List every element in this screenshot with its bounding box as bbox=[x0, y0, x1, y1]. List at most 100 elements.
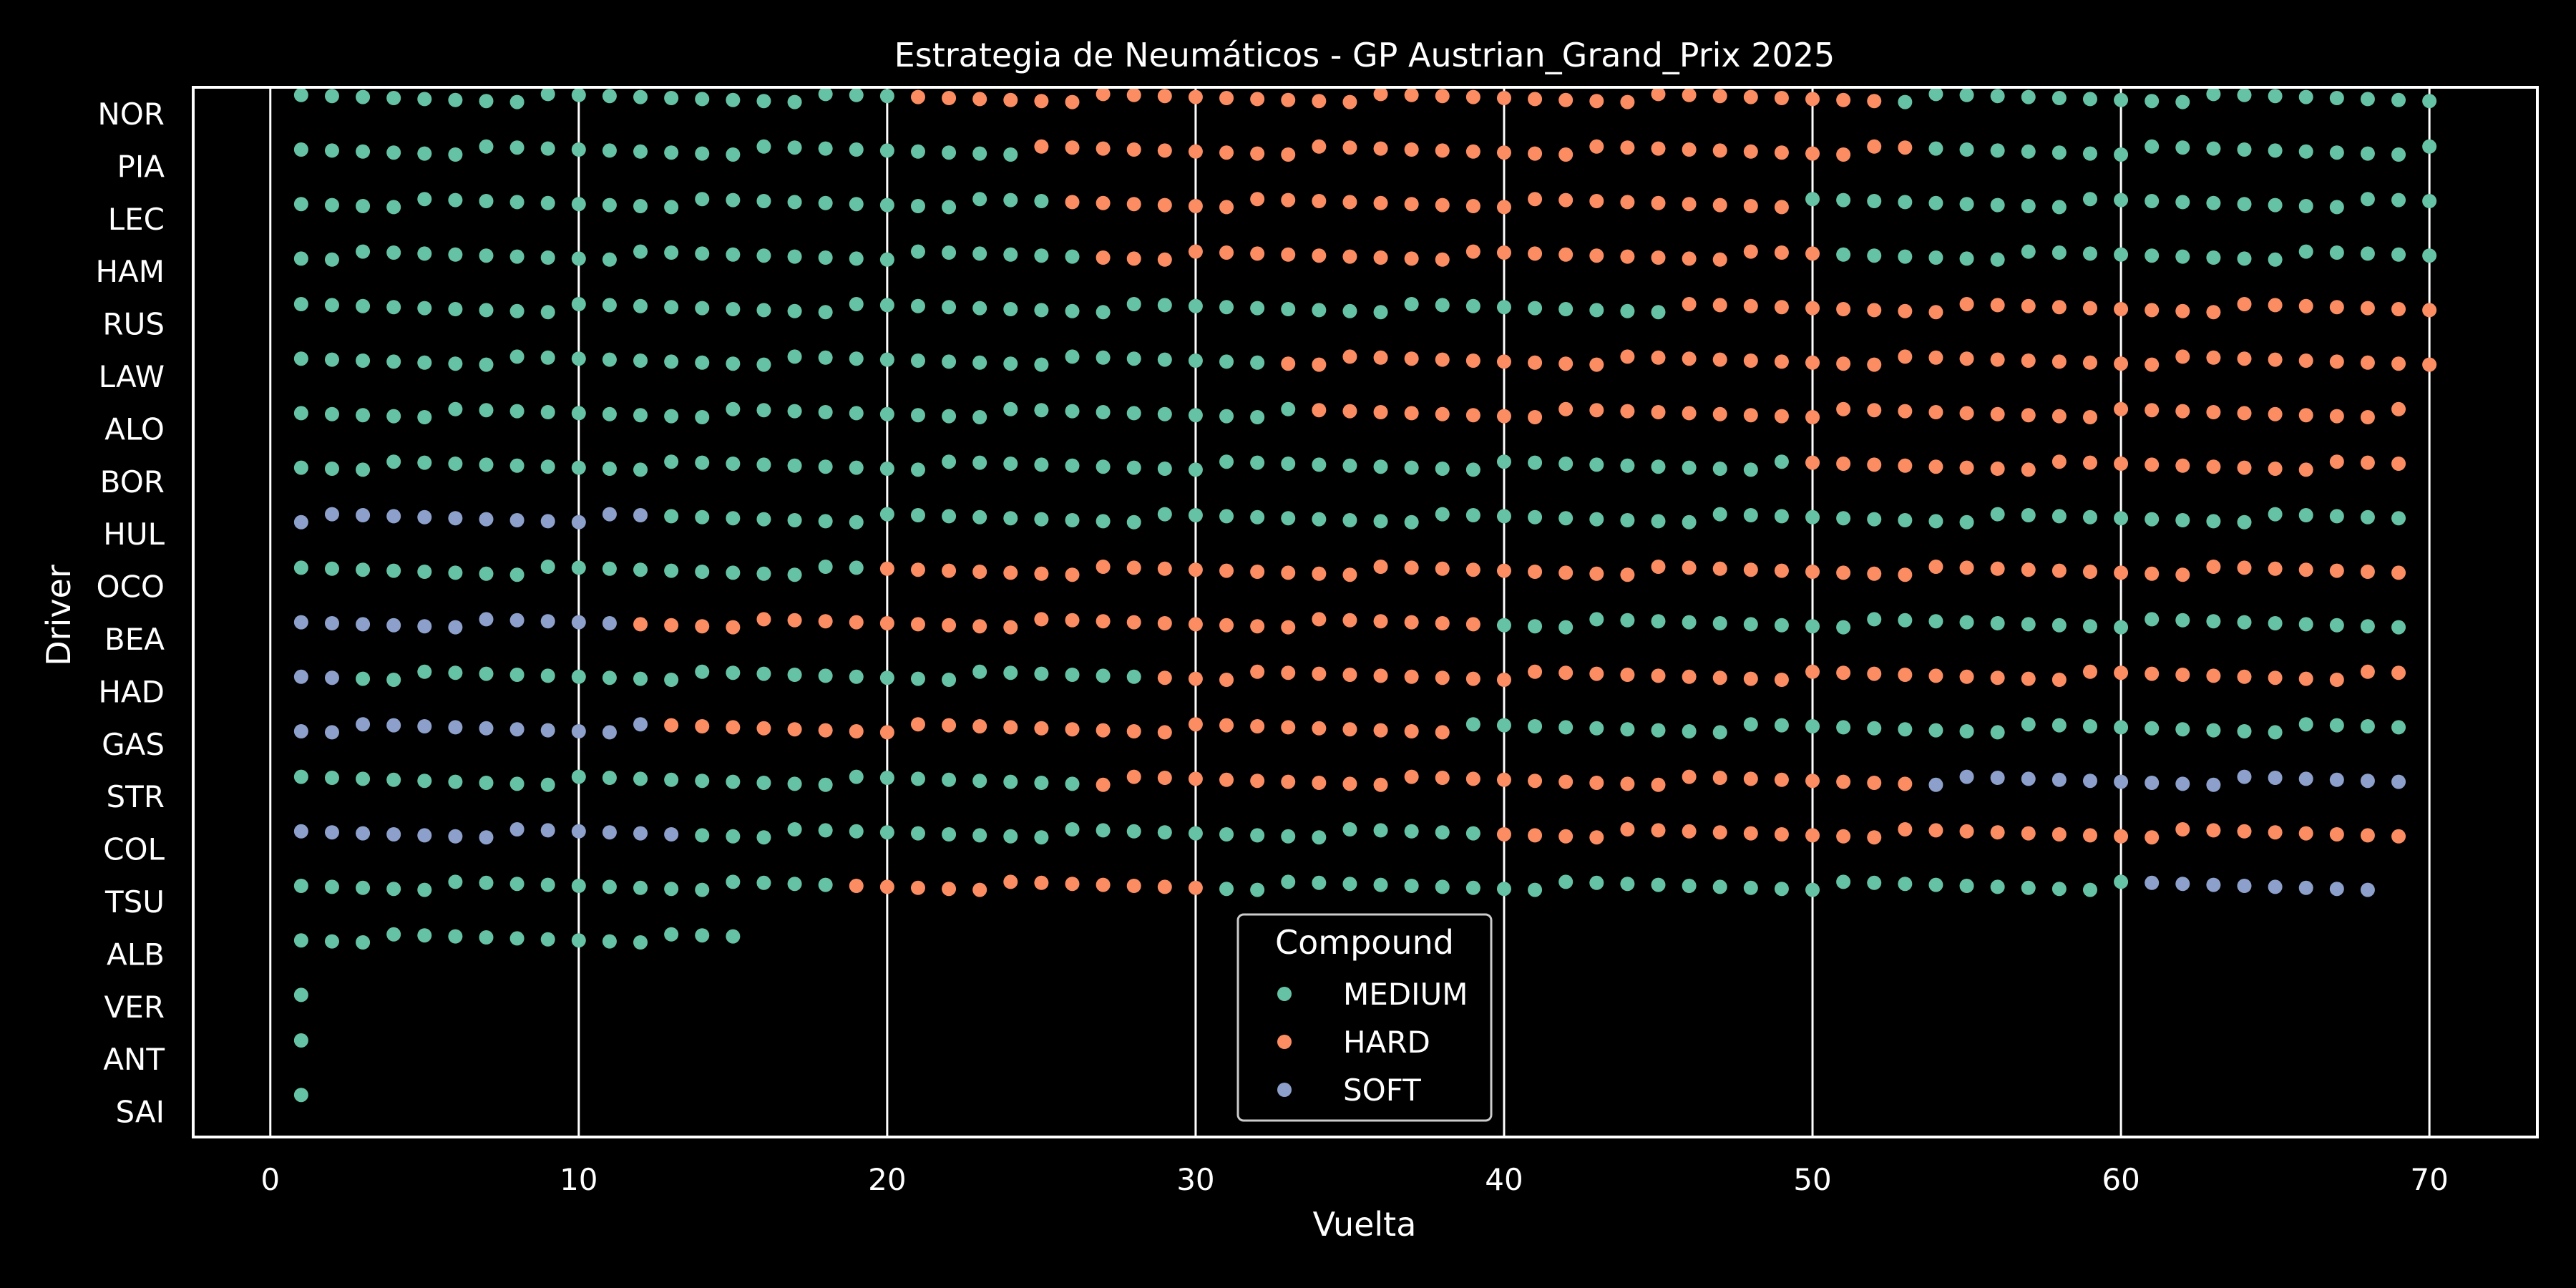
lap-point bbox=[1774, 145, 1789, 160]
lap-point bbox=[509, 613, 525, 628]
lap-point bbox=[1774, 509, 1789, 524]
lap-point bbox=[1836, 192, 1851, 208]
lap-point bbox=[1250, 455, 1265, 470]
lap-point bbox=[386, 200, 401, 215]
lap-point bbox=[1836, 511, 1851, 526]
lap-point bbox=[540, 195, 555, 210]
lap-point bbox=[1342, 458, 1357, 473]
lap-point bbox=[1990, 561, 2005, 576]
lap-point bbox=[1990, 462, 2005, 476]
lap-point bbox=[1651, 405, 1666, 419]
lap-point bbox=[293, 824, 308, 839]
lap-point bbox=[2082, 146, 2097, 161]
lap-point bbox=[1928, 560, 1943, 574]
lap-point bbox=[2268, 298, 2283, 313]
lap-point bbox=[479, 666, 494, 681]
lap-point bbox=[1743, 671, 1758, 686]
lap-point bbox=[2268, 197, 2283, 213]
x-tick-label: 70 bbox=[2410, 1162, 2448, 1197]
lap-point bbox=[356, 144, 371, 159]
lap-point bbox=[1774, 91, 1789, 105]
lap-point bbox=[633, 298, 648, 313]
data-points bbox=[293, 87, 2437, 1103]
lap-point bbox=[664, 563, 679, 578]
lap-point bbox=[324, 616, 339, 630]
lap-point bbox=[2021, 408, 2036, 423]
lap-point bbox=[448, 829, 463, 844]
lap-point bbox=[2114, 356, 2129, 371]
lap-point bbox=[1034, 566, 1049, 581]
lap-point bbox=[1528, 355, 1543, 370]
lap-point bbox=[479, 457, 494, 472]
lap-point bbox=[1867, 666, 1882, 681]
lap-point bbox=[1465, 671, 1480, 686]
lap-point bbox=[1898, 404, 1913, 419]
lap-point bbox=[386, 509, 401, 524]
lap-point bbox=[540, 350, 555, 365]
lap-point bbox=[2237, 251, 2252, 266]
lap-point bbox=[818, 350, 833, 365]
lap-point bbox=[2391, 147, 2406, 162]
lap-point bbox=[1219, 245, 1234, 260]
lap-point bbox=[2360, 774, 2375, 789]
lap-point bbox=[386, 927, 401, 942]
lap-point bbox=[324, 89, 339, 104]
lap-point bbox=[1774, 454, 1789, 469]
lap-point bbox=[1589, 457, 1604, 472]
lap-point bbox=[2175, 722, 2190, 737]
lap-point bbox=[787, 94, 802, 109]
lap-point bbox=[2145, 721, 2160, 736]
lap-point bbox=[910, 717, 925, 732]
lap-point bbox=[1959, 406, 1974, 421]
lap-point bbox=[1558, 356, 1574, 371]
lap-point bbox=[818, 723, 833, 738]
lap-point bbox=[571, 251, 586, 266]
lap-point bbox=[2329, 409, 2344, 424]
lap-point bbox=[356, 671, 371, 686]
lap-point bbox=[324, 143, 339, 158]
lap-point bbox=[1404, 406, 1419, 421]
lap-point bbox=[1743, 826, 1758, 841]
lap-point bbox=[2175, 303, 2190, 318]
lap-point bbox=[1250, 565, 1265, 579]
lap-point bbox=[1435, 89, 1450, 104]
lap-point bbox=[356, 199, 371, 213]
lap-point bbox=[1496, 145, 1511, 160]
lap-point bbox=[942, 145, 957, 160]
lap-point bbox=[2391, 401, 2406, 416]
lap-point bbox=[1435, 825, 1450, 840]
lap-point bbox=[633, 89, 648, 104]
lap-point bbox=[2175, 349, 2190, 364]
lap-point bbox=[1959, 615, 1974, 630]
lap-point bbox=[910, 562, 925, 577]
lap-point bbox=[2422, 139, 2437, 154]
lap-point bbox=[879, 89, 894, 104]
lap-point bbox=[695, 509, 710, 525]
lap-point bbox=[2298, 408, 2313, 423]
lap-point bbox=[571, 297, 586, 311]
lap-point bbox=[879, 507, 894, 522]
lap-point bbox=[942, 200, 957, 215]
lap-point bbox=[1990, 252, 2005, 267]
lap-point bbox=[1836, 247, 1851, 262]
lap-point bbox=[1065, 404, 1080, 419]
lap-point bbox=[2145, 139, 2160, 154]
lap-point bbox=[571, 769, 586, 784]
lap-point bbox=[1250, 509, 1265, 525]
lap-point bbox=[2051, 882, 2067, 897]
lap-point bbox=[664, 409, 679, 424]
lap-point bbox=[2391, 356, 2406, 371]
lap-point bbox=[293, 1088, 308, 1103]
lap-point bbox=[2237, 351, 2252, 366]
lap-point bbox=[1219, 300, 1234, 315]
lap-point bbox=[664, 927, 679, 942]
lap-point bbox=[1003, 565, 1018, 580]
y-tick-label: TSU bbox=[104, 884, 165, 919]
lap-point bbox=[386, 91, 401, 105]
lap-point bbox=[1898, 877, 1913, 892]
lap-point bbox=[910, 298, 925, 313]
lap-point bbox=[695, 774, 710, 789]
lap-point bbox=[356, 617, 371, 632]
lap-point bbox=[1898, 668, 1913, 682]
lap-point bbox=[571, 87, 586, 102]
